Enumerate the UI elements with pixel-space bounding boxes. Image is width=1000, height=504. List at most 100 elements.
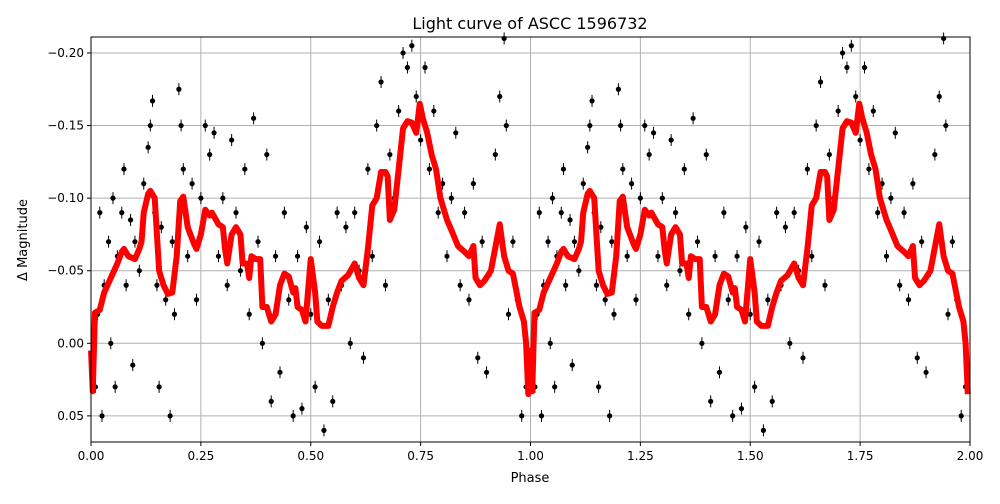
observation-point [633,297,639,303]
observation-point [105,239,112,245]
observation-point [703,151,709,158]
observation-point [774,210,780,216]
observation-point [409,43,415,49]
observation-point [699,340,705,346]
observation-point [844,64,850,71]
observation-point [141,181,147,187]
x-axis-label: Phase [511,471,550,486]
observations [92,32,969,437]
x-tick-label: 2.00 [957,449,984,463]
observation-point [470,181,476,187]
plot-frame [90,36,971,443]
observation-point [549,195,556,201]
observation-point [883,253,890,259]
observation-point [444,253,450,259]
observation-point [503,122,509,129]
observation-point [611,311,617,317]
observation-point [694,239,701,245]
observation-point [765,297,771,303]
observation-point [752,384,758,390]
observation-point [943,122,949,129]
observation-point [538,413,545,419]
observation-point [587,122,593,129]
observation-point [569,362,575,368]
observation-point [607,413,613,419]
observation-point [826,151,832,158]
observation-point [483,369,490,375]
observation-point [721,210,727,216]
x-tick-label: 1.75 [847,449,874,463]
observation-point [585,144,591,150]
observation-point [945,311,951,317]
observation-point [255,239,261,245]
observation-point [835,108,841,114]
observation-point [207,151,213,158]
observation-point [552,384,558,390]
observation-point [615,86,622,92]
observation-point [136,268,142,274]
observation-point [919,239,925,245]
observation-point [334,210,340,216]
observation-point [352,210,358,216]
observation-point [589,98,595,104]
observation-point [176,86,182,92]
observation-point [637,195,643,201]
observation-point [277,369,283,375]
x-tick-label: 1.50 [737,449,764,463]
observation-point [167,413,173,419]
observation-point [857,137,863,143]
chart-title: Light curve of ASCC 1596732 [412,14,647,33]
y-tick-label: 0.05 [57,409,84,423]
observation-point [365,166,371,172]
observation-point [453,130,459,136]
observation-point [343,224,349,230]
observation-point [237,268,244,274]
x-tick-label: 1.25 [627,449,654,463]
observation-point [268,398,274,404]
observation-point [171,311,178,317]
observation-point [536,210,542,216]
observation-point [617,122,624,129]
observation-point [413,93,419,100]
observation-point [475,355,481,361]
observation-point [369,253,375,259]
observation-point [866,166,872,172]
observation-point [505,311,512,317]
observation-point [910,181,916,187]
observation-point [360,355,367,361]
observation-point [519,413,525,419]
observation-point [809,253,815,259]
observation-point [264,151,270,158]
axis-ticks: 0.00 0.25 0.50 0.75 1.00 1.25 1.50 1.75 2.00 −0.2… [47,46,983,463]
observation-point [325,297,331,303]
observation-point [242,166,248,172]
observation-point [202,122,208,129]
observation-point [466,297,472,303]
observation-point [154,282,160,288]
observation-point [817,79,824,85]
observation-point [804,166,810,172]
observation-point [422,64,428,71]
observation-point [800,355,806,361]
observation-point [598,224,604,230]
observation-point [374,122,380,129]
observation-point [497,93,503,100]
observation-point [119,210,125,216]
observation-point [233,210,239,216]
observation-point [130,362,136,368]
observation-point [299,406,305,412]
observation-point [624,253,630,259]
observation-point [281,210,287,216]
observation-point [123,282,129,288]
observation-point [193,297,200,303]
observation-point [229,137,235,143]
observation-point [312,384,318,390]
observation-point [510,239,516,245]
observation-point [888,195,894,201]
observation-point [321,427,327,433]
observation-point [756,239,762,245]
observation-point [387,151,393,158]
observation-point [813,122,819,129]
observation-point [686,311,692,317]
x-tick-label: 0.00 [78,449,105,463]
